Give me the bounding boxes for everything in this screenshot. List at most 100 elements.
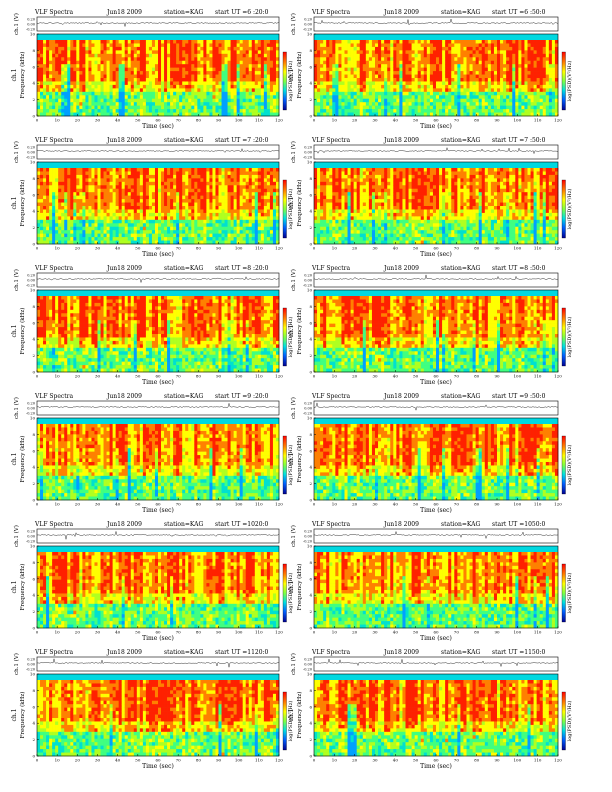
spectrogram-cell	[170, 192, 174, 196]
spectrogram-cell	[70, 171, 74, 176]
spectrogram-cell	[387, 91, 391, 96]
spectrogram-cell	[115, 88, 119, 93]
spectrogram-cell	[460, 60, 464, 65]
spectrogram-cell	[251, 40, 256, 44]
spectrogram-cell	[100, 230, 104, 234]
spectrogram-cell	[203, 195, 207, 200]
spectrogram-cell	[215, 109, 219, 113]
spectrogram-cell	[381, 60, 385, 65]
spectrogram-cell	[353, 102, 357, 106]
spectrogram-cell	[194, 95, 198, 100]
spectrogram-cell	[182, 171, 186, 176]
spectrogram-cell	[203, 88, 207, 93]
spectrogram-cell	[191, 102, 195, 106]
spectrogram-cell	[362, 78, 367, 82]
spectrogram-cell	[320, 91, 324, 96]
spectrogram-cell	[215, 40, 219, 44]
spectrogram-cell	[233, 71, 237, 75]
spectrogram-cell	[115, 212, 119, 217]
spectrogram-cell	[359, 95, 364, 100]
spectrogram-cell	[49, 188, 53, 193]
spectrogram-cell	[103, 174, 107, 179]
spectrogram-cell	[194, 67, 198, 72]
spectrogram-cell	[136, 240, 141, 245]
spectrogram-cell	[426, 109, 431, 113]
spectrogram-cell	[112, 67, 116, 72]
spectrogram-cell	[503, 81, 507, 86]
spectrogram-cell	[85, 60, 89, 65]
spectrogram-cell	[133, 233, 138, 238]
spectrogram-cell	[375, 60, 379, 65]
spectrogram-cell	[109, 174, 113, 179]
spectrogram-cell	[405, 43, 409, 48]
spectrogram-cell	[460, 84, 464, 89]
spectrogram-cell	[475, 50, 479, 55]
spectrogram-cell	[158, 237, 162, 241]
spectrogram-cell	[191, 240, 195, 245]
spectrogram-cell	[142, 226, 147, 231]
spectrogram-cell	[100, 168, 104, 172]
spectrogram-cell	[393, 64, 397, 68]
spectrogram-cell	[487, 60, 492, 65]
spectrogram-cell	[359, 109, 364, 113]
spectrogram-cell	[82, 223, 86, 228]
spectrogram-cell	[136, 209, 141, 214]
spectrogram-cell	[179, 226, 183, 231]
spectrogram-cell	[94, 95, 98, 100]
spectrogram-cell	[58, 226, 62, 231]
spectrogram-cell	[188, 237, 192, 241]
spectrogram-cell	[375, 43, 379, 48]
spectrogram-cell	[266, 67, 271, 72]
spectrogram-cell	[182, 199, 186, 203]
spectrogram-cell	[203, 67, 207, 72]
spectrogram-cell	[503, 84, 507, 89]
spectrogram-cell	[88, 50, 92, 55]
spectrogram-cell	[344, 109, 348, 113]
spectrogram-cell	[46, 67, 50, 72]
spectrogram-cell	[469, 67, 473, 72]
spectrogram-cell	[242, 98, 247, 103]
spectrogram-cell	[91, 112, 95, 117]
spectrogram-cell	[179, 195, 183, 200]
x-tick-label: 70	[176, 118, 182, 123]
spectrogram-cell	[230, 81, 234, 86]
spectrogram-cell	[275, 60, 280, 65]
spectrogram-cell	[490, 40, 495, 44]
spectrogram-cell	[100, 237, 104, 241]
spectrogram-cell	[245, 74, 250, 79]
spectrogram-cell	[454, 95, 458, 100]
spectrogram-cell	[457, 40, 461, 44]
spectrogram-cell	[515, 53, 519, 58]
spectrogram-cell	[188, 199, 192, 203]
spectrogram-cell	[139, 226, 144, 231]
spectrogram-cell	[206, 230, 210, 234]
spectrogram-cell	[176, 168, 180, 172]
spectrogram-cell	[103, 46, 107, 51]
spectrogram-cell	[539, 91, 544, 96]
spectrogram-cell	[387, 98, 391, 103]
spectrogram-cell	[206, 109, 210, 113]
spectrogram-cell	[414, 60, 418, 65]
spectrogram-cell	[40, 81, 44, 86]
spectrogram-cell	[266, 50, 271, 55]
spectrogram-cell	[55, 174, 59, 179]
spectrogram-cell	[182, 212, 186, 217]
spectrogram-cell	[257, 98, 262, 103]
spectrogram-cell	[368, 71, 373, 75]
spectrogram-cell	[454, 102, 458, 106]
spectrogram-cell	[106, 60, 110, 65]
spectrogram-cell	[497, 64, 501, 68]
spectrogram-cell	[242, 105, 247, 110]
spectrogram-cell	[133, 95, 138, 100]
spectrogram-cell	[194, 112, 198, 117]
spectrogram-cell	[127, 102, 132, 106]
spectrogram-cell	[362, 64, 367, 68]
spectrogram-cell	[332, 81, 336, 86]
spectrogram-cell	[206, 171, 210, 176]
spectrogram-cell	[64, 78, 68, 82]
spectrogram-cell	[139, 181, 144, 186]
spectrogram-cell	[436, 40, 440, 44]
spectrogram-cell	[103, 195, 107, 200]
spectrogram-cell	[191, 98, 195, 103]
spectrogram-cell	[130, 230, 135, 234]
